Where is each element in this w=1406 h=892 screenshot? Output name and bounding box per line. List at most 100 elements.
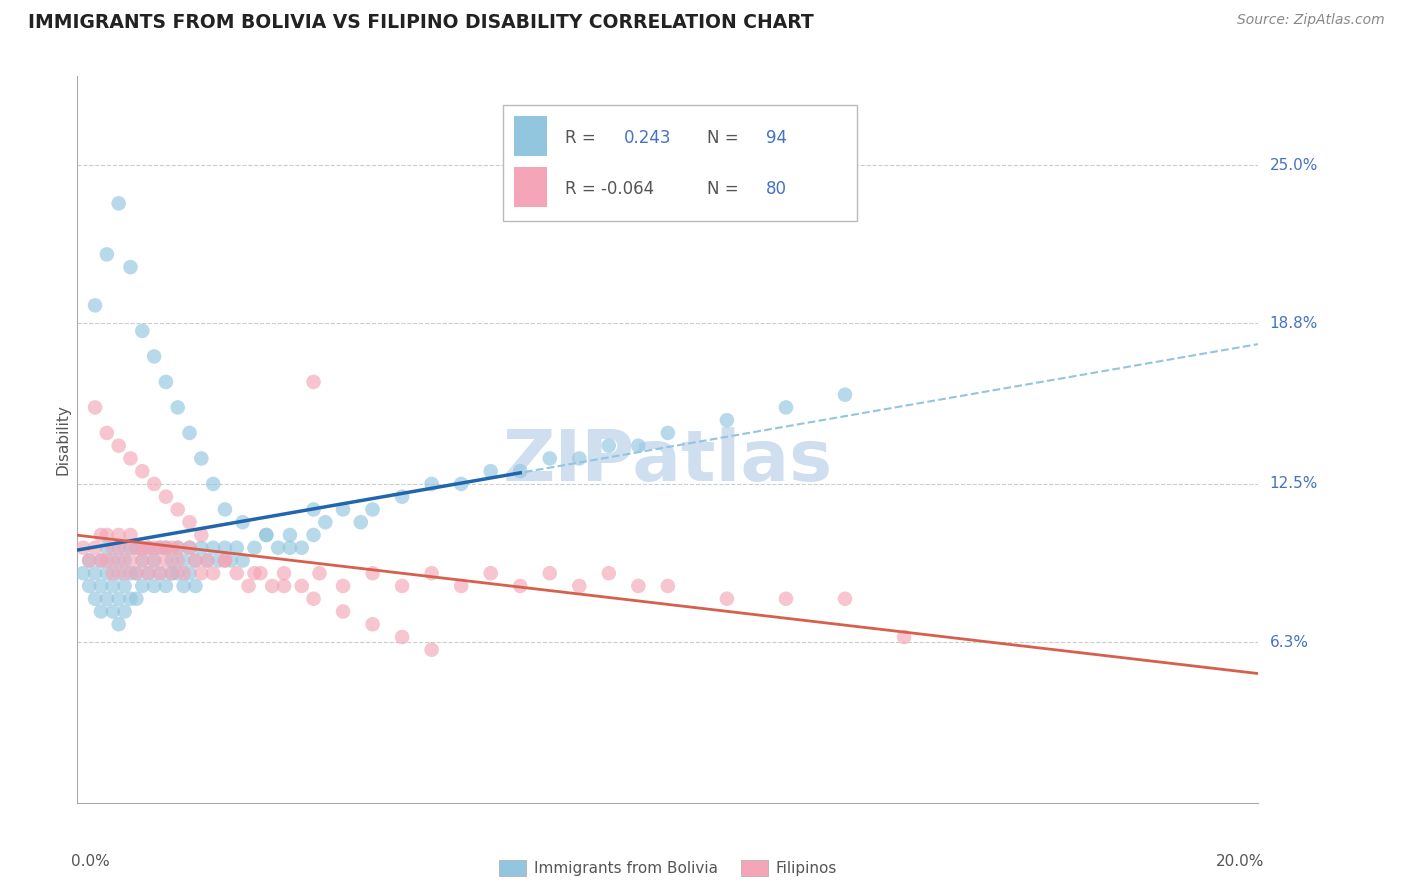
- Point: [214, 553, 236, 567]
- Point: [254, 528, 277, 542]
- Point: [96, 541, 118, 555]
- Point: [302, 591, 325, 606]
- Point: [120, 260, 142, 274]
- Point: [568, 579, 591, 593]
- Point: [136, 566, 159, 581]
- Point: [96, 425, 118, 440]
- Point: [278, 528, 301, 542]
- Point: [84, 541, 107, 555]
- Point: [232, 553, 254, 567]
- Point: [308, 566, 330, 581]
- Point: [114, 605, 136, 619]
- Text: 80: 80: [766, 179, 787, 197]
- Point: [166, 541, 188, 555]
- Text: 12.5%: 12.5%: [1270, 476, 1317, 491]
- Point: [90, 605, 112, 619]
- Point: [238, 579, 260, 593]
- FancyBboxPatch shape: [515, 116, 547, 156]
- Point: [350, 515, 373, 529]
- Point: [302, 528, 325, 542]
- Point: [155, 553, 177, 567]
- Point: [184, 579, 207, 593]
- Point: [598, 439, 620, 453]
- Text: R =: R =: [565, 128, 596, 146]
- Point: [195, 553, 218, 567]
- Point: [273, 579, 295, 593]
- Point: [96, 528, 118, 542]
- Point: [173, 566, 195, 581]
- Point: [190, 541, 212, 555]
- Text: 0.0%: 0.0%: [72, 854, 110, 869]
- Point: [149, 541, 172, 555]
- Point: [568, 451, 591, 466]
- Point: [107, 617, 129, 632]
- Point: [190, 566, 212, 581]
- Point: [657, 579, 679, 593]
- Point: [538, 451, 561, 466]
- Point: [214, 553, 236, 567]
- Text: 20.0%: 20.0%: [1216, 854, 1264, 869]
- Point: [155, 541, 177, 555]
- Point: [627, 439, 650, 453]
- Point: [160, 541, 183, 555]
- Point: [291, 579, 314, 593]
- Point: [107, 553, 129, 567]
- Point: [225, 541, 247, 555]
- Point: [450, 477, 472, 491]
- Point: [90, 553, 112, 567]
- Point: [775, 591, 797, 606]
- Point: [120, 553, 142, 567]
- Point: [627, 579, 650, 593]
- Point: [125, 566, 148, 581]
- Point: [254, 528, 277, 542]
- Point: [160, 566, 183, 581]
- Point: [107, 528, 129, 542]
- Point: [202, 541, 225, 555]
- Point: [479, 566, 502, 581]
- Point: [214, 502, 236, 516]
- Point: [96, 591, 118, 606]
- Point: [77, 553, 100, 567]
- Text: R = -0.064: R = -0.064: [565, 179, 654, 197]
- Point: [143, 553, 166, 567]
- Point: [155, 375, 177, 389]
- Point: [120, 591, 142, 606]
- Point: [243, 541, 266, 555]
- Point: [84, 298, 107, 312]
- Point: [77, 579, 100, 593]
- Point: [893, 630, 915, 644]
- Point: [332, 579, 354, 593]
- Point: [273, 566, 295, 581]
- Point: [114, 541, 136, 555]
- Point: [716, 591, 738, 606]
- Point: [120, 528, 142, 542]
- Point: [107, 541, 129, 555]
- Point: [391, 579, 413, 593]
- Point: [107, 566, 129, 581]
- Point: [179, 425, 201, 440]
- Point: [131, 553, 153, 567]
- Point: [202, 566, 225, 581]
- Point: [120, 451, 142, 466]
- Point: [291, 541, 314, 555]
- Point: [114, 553, 136, 567]
- Text: N =: N =: [707, 179, 738, 197]
- Point: [114, 566, 136, 581]
- Point: [208, 553, 231, 567]
- Point: [155, 579, 177, 593]
- Point: [538, 566, 561, 581]
- Point: [131, 464, 153, 478]
- Point: [420, 477, 443, 491]
- Point: [179, 566, 201, 581]
- Point: [125, 541, 148, 555]
- Point: [131, 541, 153, 555]
- Point: [77, 553, 100, 567]
- Text: 0.243: 0.243: [624, 128, 672, 146]
- Text: IMMIGRANTS FROM BOLIVIA VS FILIPINO DISABILITY CORRELATION CHART: IMMIGRANTS FROM BOLIVIA VS FILIPINO DISA…: [28, 13, 814, 32]
- Point: [173, 579, 195, 593]
- Text: 25.0%: 25.0%: [1270, 158, 1317, 172]
- Point: [125, 541, 148, 555]
- Text: N =: N =: [707, 128, 738, 146]
- Text: 18.8%: 18.8%: [1270, 316, 1317, 331]
- Point: [361, 566, 384, 581]
